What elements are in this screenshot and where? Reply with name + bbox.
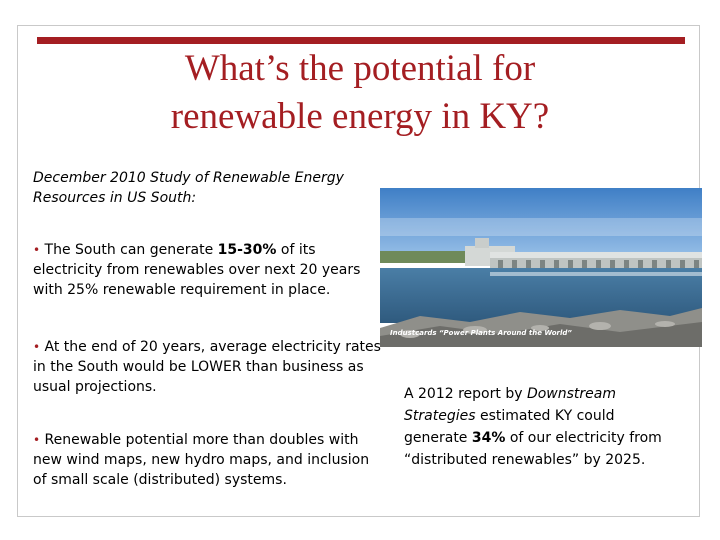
bullet-dot: • xyxy=(33,243,41,257)
bullet-item-3: • Renewable potential more than doubles … xyxy=(33,430,383,490)
bullet-item-2: • At the end of 20 years, average electr… xyxy=(33,337,383,397)
title-line-1: What’s the potential for xyxy=(184,48,536,89)
bullet-3-text: Renewable potential more than doubles wi… xyxy=(33,432,370,488)
side-note-text-a: A 2012 report by xyxy=(404,386,527,402)
bullet-dot: • xyxy=(33,340,41,354)
side-note: A 2012 report by Downstream Strategies e… xyxy=(404,383,669,471)
bullet-1-bold: 15-30% xyxy=(217,242,277,258)
photo-caption: Industcards “Power Plants Around the Wor… xyxy=(390,329,572,337)
dam-photo: Industcards “Power Plants Around the Wor… xyxy=(380,188,702,347)
study-intro: December 2010 Study of Renewable Energy … xyxy=(33,170,344,206)
dam-photo-image xyxy=(380,188,702,347)
bullet-2-text: At the end of 20 years, average electric… xyxy=(33,339,381,395)
slide-title: What’s the potential for renewable energ… xyxy=(60,45,660,141)
bullet-1-text-b: of its electricity from renewables over … xyxy=(33,242,361,298)
title-line-2: renewable energy in KY? xyxy=(170,96,550,137)
side-note-bold: 34% xyxy=(471,430,506,446)
side-note-italic: Downstream Strategies xyxy=(404,386,616,424)
bullet-1-text-a: The South can generate xyxy=(44,242,218,258)
title-accent-bar xyxy=(37,37,685,44)
bullet-item-1: • The South can generate 15-30% of its e… xyxy=(33,240,383,300)
bullet-dot: • xyxy=(33,433,41,447)
side-note-text-b: estimated KY could generate xyxy=(404,408,615,446)
side-note-text-c: of our electricity from “distributed ren… xyxy=(404,430,662,468)
